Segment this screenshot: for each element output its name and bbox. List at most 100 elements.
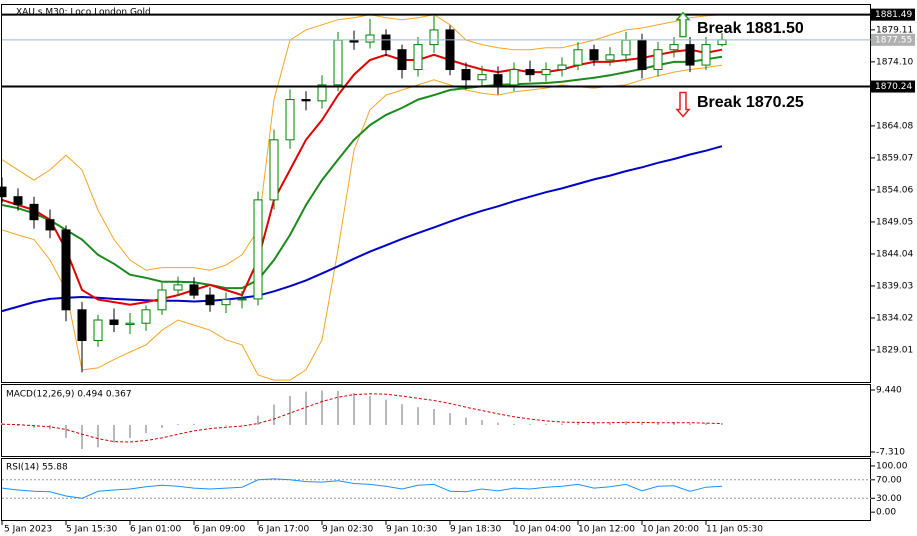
x-tick-label: 5 Jan 15:30: [66, 525, 118, 535]
macd-bar: [289, 396, 291, 425]
candle-body: [93, 319, 103, 341]
rsi-line: [1, 478, 723, 499]
macd-bar: [417, 407, 419, 425]
x-tick-label: 9 Jan 02:30: [322, 525, 374, 535]
rsi-panel: [1, 478, 871, 499]
candle-body: [317, 84, 327, 102]
macd-title: MACD(12,26,9) 0.494 0.367: [6, 390, 132, 400]
macd-bar: [353, 393, 355, 425]
candle-body: [509, 69, 519, 86]
candle-body: [13, 196, 23, 205]
macd-bar: [497, 422, 499, 425]
y-tick-label: 1879.11: [876, 25, 913, 35]
y-tick-label: 1859.07: [876, 153, 913, 163]
x-tick-label: 9 Jan 10:30: [386, 525, 438, 535]
macd-bar: [657, 422, 659, 425]
candle-body: [0, 186, 7, 198]
candle-body: [429, 29, 439, 46]
macd-bar: [401, 404, 403, 425]
candle-body: [109, 319, 119, 325]
candle-body: [157, 289, 167, 311]
price-tag: [871, 33, 915, 46]
annotation-arrow: [675, 11, 691, 38]
candle-body: [173, 284, 183, 291]
macd-bar: [721, 423, 723, 425]
macd-bar: [65, 424, 67, 438]
macd-bar: [433, 409, 435, 425]
indicator-line: [1, 48, 723, 306]
candle-body: [445, 29, 455, 71]
macd-bar: [465, 417, 467, 425]
price-tag-label: 1877.55: [875, 35, 912, 45]
candle-body: [701, 44, 711, 66]
annotation-arrow: [675, 91, 691, 118]
candle-body: [285, 99, 295, 141]
macd-bar: [385, 399, 387, 425]
candle-body: [541, 69, 551, 76]
x-tick-label: 6 Jan 01:00: [130, 525, 182, 535]
price-tag-label: 1870.24: [875, 82, 912, 92]
macd-bar: [689, 423, 691, 425]
candle-body: [669, 44, 679, 51]
macd-bar: [49, 424, 51, 430]
macd-panel: [1, 390, 723, 450]
macd-bar: [177, 424, 179, 425]
candle-body: [77, 309, 87, 341]
candle-body: [253, 199, 263, 300]
y-tick-label: 30.00: [876, 494, 902, 504]
axes: 1829.01 1834.02 1839.03 1844.04 1849.05 1854.…: [1, 8, 915, 535]
y-tick-label: 100.00: [876, 461, 908, 471]
candle-body: [493, 74, 503, 86]
macd-bar: [513, 423, 515, 425]
candle-body: [605, 54, 615, 61]
rsi-panel-frame: [1, 458, 871, 521]
candle-body: [205, 294, 215, 306]
chart-title: XAU.s,M30: Loco London Gold: [16, 8, 151, 18]
rsi-title: RSI(14) 55.88: [6, 463, 68, 473]
signal-line: [1, 393, 723, 443]
candle-body: [45, 219, 55, 231]
candle-body: [61, 229, 71, 311]
candle-body: [141, 309, 151, 324]
macd-bar: [545, 424, 547, 425]
y-tick-label: 70.00: [876, 475, 902, 485]
macd-bar: [1, 423, 3, 425]
macd-bar: [481, 420, 483, 425]
x-tick-label: 10 Jan 20:00: [642, 525, 699, 535]
macd-bar: [97, 424, 99, 448]
y-tick-label: 1839.03: [876, 281, 913, 291]
candle-body: [573, 49, 583, 66]
indicator-line: [1, 145, 723, 313]
candle-body: [381, 34, 391, 51]
macd-panel-frame: [1, 384, 871, 457]
candle-body: [637, 39, 647, 71]
macd-bar: [673, 421, 675, 425]
annotation: Break 1881.50: [697, 20, 804, 37]
candle-body: [461, 69, 471, 81]
price-tag: [871, 8, 915, 21]
macd-bar: [577, 422, 579, 425]
candle-body: [525, 69, 535, 76]
price-tag-label: 1881.49: [875, 10, 912, 20]
candle-body: [349, 39, 359, 43]
macd-bar: [641, 423, 643, 425]
macd-bar: [33, 424, 35, 428]
y-tick-label: 1874.10: [876, 57, 913, 67]
x-tick-label: 10 Jan 04:00: [514, 525, 571, 535]
y-tick-label: -7.310: [876, 448, 905, 458]
x-tick-label: 6 Jan 17:00: [258, 525, 310, 535]
candle-body: [237, 298, 247, 301]
macd-bar: [273, 404, 275, 425]
macd-bar: [81, 424, 83, 450]
candle-body: [477, 74, 487, 81]
macd-bar: [449, 413, 451, 425]
macd-bar: [321, 390, 323, 425]
x-tick-label: 9 Jan 18:30: [450, 525, 502, 535]
y-tick-label: 1854.06: [876, 185, 913, 195]
indicator-line: [1, 14, 723, 271]
macd-bar: [113, 424, 115, 443]
y-tick-label: 9.440: [876, 385, 902, 395]
y-tick-label: 1834.02: [876, 313, 913, 323]
